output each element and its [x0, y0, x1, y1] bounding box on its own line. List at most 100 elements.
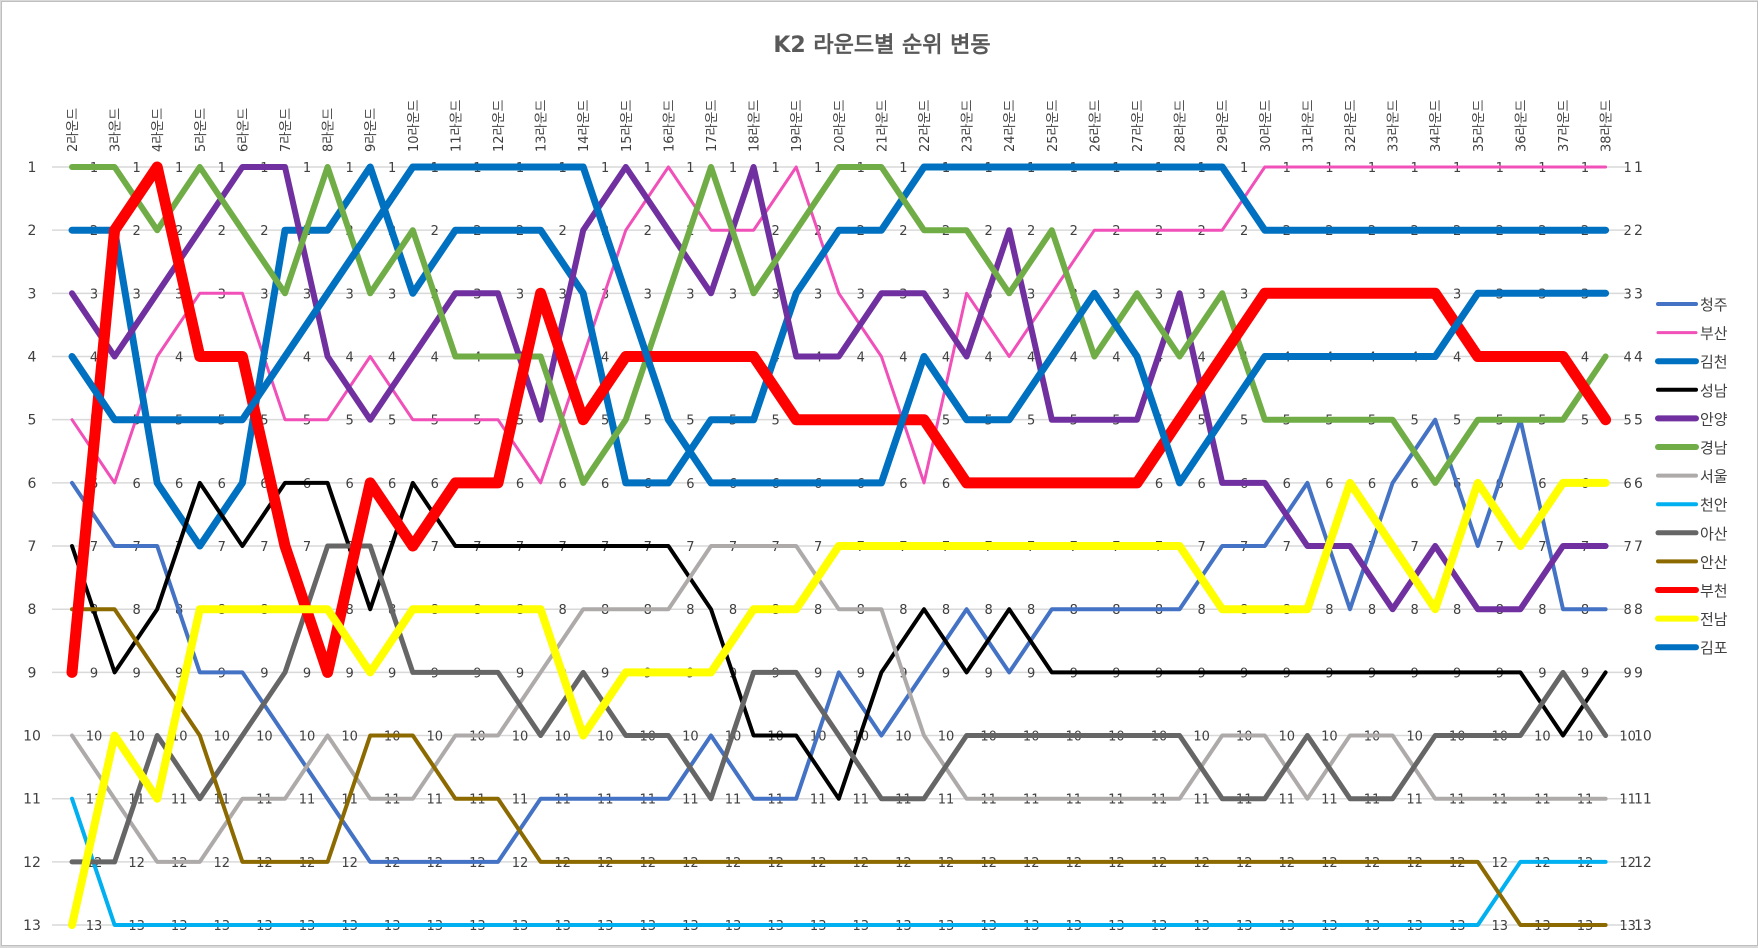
x-tick-label: 23라운드: [961, 100, 976, 152]
data-label: 8: [1623, 603, 1631, 618]
data-label: 6: [558, 477, 566, 492]
data-label: 8: [942, 603, 950, 618]
x-tick-label: 29라운드: [1216, 100, 1231, 152]
data-label: 8: [984, 603, 992, 618]
x-tick-label: 7라운드: [279, 108, 294, 152]
legend-label: 부천: [1700, 582, 1728, 600]
data-label: 8: [1027, 603, 1035, 618]
data-label: 9: [1623, 666, 1631, 681]
data-label: 10: [128, 730, 145, 745]
data-label: 6: [388, 477, 396, 492]
data-label: 11: [1321, 793, 1338, 808]
data-label: 5: [1027, 414, 1035, 429]
data-label: 11: [725, 793, 742, 808]
data-label: 6: [1283, 477, 1291, 492]
data-label: 3: [1453, 287, 1461, 302]
data-label: 3: [814, 287, 822, 302]
right-rank-label: 6: [1634, 476, 1643, 492]
data-label: 7: [1197, 540, 1205, 555]
data-label: 9: [814, 666, 822, 681]
y-tick-label: 12: [23, 855, 41, 871]
data-label: 7: [1538, 540, 1546, 555]
data-label: 4: [942, 351, 950, 366]
data-label: 3: [90, 287, 98, 302]
data-label: 10: [1619, 730, 1636, 745]
data-label: 10: [1406, 730, 1423, 745]
data-label: 4: [1070, 351, 1078, 366]
series-line-10: [70, 607, 1608, 927]
right-rank-label: 5: [1634, 413, 1643, 429]
data-label: 11: [1279, 793, 1296, 808]
y-tick-label: 1: [28, 160, 37, 176]
x-tick-label: 27라운드: [1131, 100, 1146, 152]
series-line-1: [70, 417, 1608, 864]
data-label: 2: [1623, 224, 1631, 239]
x-tick-label: 26라운드: [1088, 100, 1103, 152]
x-tick-label: 8라운드: [322, 108, 337, 152]
data-label: 5: [644, 414, 652, 429]
data-label: 11: [427, 793, 444, 808]
series-line-12: [68, 478, 1610, 929]
data-label: 4: [345, 351, 353, 366]
data-label: 3: [260, 287, 268, 302]
data-label: 9: [601, 666, 609, 681]
data-label: 9: [175, 666, 183, 681]
data-label: 1: [686, 161, 694, 176]
data-label: 11: [1619, 793, 1636, 808]
x-tick-label: 20라운드: [833, 100, 848, 152]
data-label: 1: [771, 161, 779, 176]
x-tick-label: 37라운드: [1557, 100, 1572, 152]
data-label: 8: [1368, 603, 1376, 618]
data-label: 5: [686, 414, 694, 429]
data-label: 1: [729, 161, 737, 176]
data-label: 6: [260, 477, 268, 492]
data-label: 3: [132, 287, 140, 302]
data-label: 10: [299, 730, 316, 745]
data-label: 4: [175, 351, 183, 366]
data-label: 13: [86, 919, 103, 934]
x-tick-label: 28라운드: [1174, 100, 1189, 152]
data-label: 11: [810, 793, 827, 808]
data-label: 5: [260, 414, 268, 429]
x-tick-label: 31라운드: [1301, 100, 1316, 152]
data-label: 11: [682, 793, 699, 808]
x-tick-label: 32라운드: [1344, 100, 1359, 152]
x-tick-label: 25라운드: [1046, 100, 1061, 152]
data-label: 4: [899, 351, 907, 366]
data-label: 7: [1410, 540, 1418, 555]
data-label: 10: [1279, 730, 1296, 745]
data-label: 12: [214, 856, 231, 871]
data-label: 3: [388, 287, 396, 302]
data-label: 12: [1619, 856, 1636, 871]
data-label: 5: [601, 414, 609, 429]
data-label: 2: [1070, 224, 1078, 239]
right-rank-label: 10: [1634, 729, 1652, 745]
data-label: 3: [558, 287, 566, 302]
legend-label: 안양: [1700, 410, 1728, 428]
data-label: 11: [938, 793, 955, 808]
chart-title: K2 라운드별 순위 변동: [773, 33, 990, 58]
data-label: 8: [1453, 603, 1461, 618]
series-line-7: [70, 544, 1608, 864]
data-label: 6: [132, 477, 140, 492]
data-label: 2: [1027, 224, 1035, 239]
data-label: 8: [1538, 603, 1546, 618]
data-label: 3: [303, 287, 311, 302]
data-label: 11: [299, 793, 316, 808]
data-label: 11: [1406, 793, 1423, 808]
data-label: 5: [1197, 414, 1205, 429]
data-label: 5: [388, 414, 396, 429]
data-label: 3: [1240, 287, 1248, 302]
legend-label: 전남: [1700, 611, 1728, 629]
data-label: 13: [1492, 919, 1509, 934]
data-label: 10: [1534, 730, 1551, 745]
series-line-13: [68, 163, 1610, 487]
legend-label: 안산: [1700, 553, 1728, 571]
x-tick-label: 15라운드: [620, 100, 635, 152]
data-label: 4: [1581, 351, 1589, 366]
data-label: 2: [132, 224, 140, 239]
data-label: 8: [1410, 603, 1418, 618]
data-label: 6: [899, 477, 907, 492]
series-line-5: [69, 164, 1609, 613]
x-tick-label: 34라운드: [1429, 100, 1444, 152]
